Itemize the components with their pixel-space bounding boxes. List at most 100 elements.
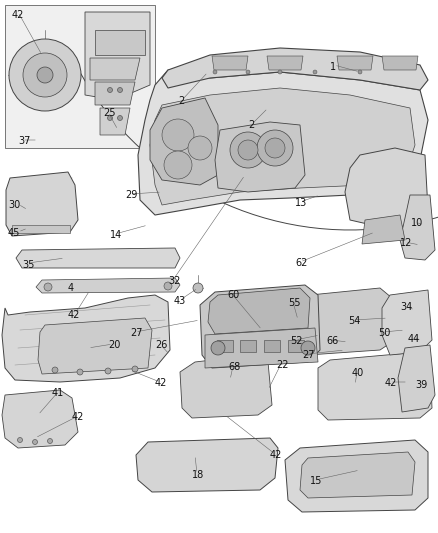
- Text: 42: 42: [12, 10, 25, 20]
- Polygon shape: [85, 12, 150, 100]
- Circle shape: [246, 70, 250, 74]
- Polygon shape: [205, 328, 318, 368]
- Circle shape: [47, 439, 53, 443]
- Polygon shape: [36, 278, 180, 293]
- Circle shape: [278, 70, 282, 74]
- Polygon shape: [362, 215, 405, 244]
- Circle shape: [52, 367, 58, 373]
- Polygon shape: [2, 295, 170, 382]
- Text: 43: 43: [174, 296, 186, 306]
- Text: 32: 32: [168, 276, 180, 286]
- Circle shape: [37, 67, 53, 83]
- Circle shape: [265, 138, 285, 158]
- Circle shape: [77, 369, 83, 375]
- Polygon shape: [150, 88, 415, 205]
- Text: 60: 60: [227, 290, 239, 300]
- Circle shape: [358, 70, 362, 74]
- Text: 34: 34: [400, 302, 412, 312]
- Polygon shape: [337, 56, 373, 70]
- Text: 29: 29: [125, 190, 138, 200]
- Polygon shape: [298, 288, 395, 355]
- Circle shape: [107, 116, 113, 120]
- Text: 42: 42: [385, 378, 397, 388]
- Text: 42: 42: [270, 450, 283, 460]
- Polygon shape: [100, 108, 130, 135]
- Polygon shape: [6, 172, 78, 236]
- Text: 14: 14: [110, 230, 122, 240]
- Circle shape: [132, 366, 138, 372]
- Text: 25: 25: [103, 108, 116, 118]
- Text: 30: 30: [8, 200, 20, 210]
- Polygon shape: [2, 390, 78, 448]
- Polygon shape: [138, 70, 428, 215]
- Text: 22: 22: [276, 360, 289, 370]
- Circle shape: [105, 368, 111, 374]
- Polygon shape: [162, 48, 428, 90]
- Circle shape: [9, 39, 81, 111]
- Polygon shape: [95, 30, 145, 55]
- Text: 40: 40: [352, 368, 364, 378]
- Text: 20: 20: [108, 340, 120, 350]
- Circle shape: [18, 438, 22, 442]
- Circle shape: [213, 70, 217, 74]
- Circle shape: [164, 151, 192, 179]
- Circle shape: [257, 130, 293, 166]
- Polygon shape: [285, 440, 428, 512]
- Bar: [217, 340, 233, 352]
- Text: 13: 13: [295, 198, 307, 208]
- Text: 62: 62: [295, 258, 307, 268]
- Text: 50: 50: [378, 328, 390, 338]
- Polygon shape: [95, 82, 135, 105]
- Polygon shape: [16, 248, 180, 268]
- Circle shape: [301, 341, 315, 355]
- Text: 45: 45: [8, 228, 21, 238]
- Polygon shape: [300, 452, 415, 498]
- Text: 15: 15: [310, 476, 322, 486]
- Circle shape: [211, 341, 225, 355]
- Text: 26: 26: [155, 340, 167, 350]
- Text: 42: 42: [68, 310, 81, 320]
- Circle shape: [44, 283, 52, 291]
- Polygon shape: [208, 288, 310, 334]
- Polygon shape: [215, 122, 305, 192]
- Circle shape: [193, 283, 203, 293]
- Bar: [12, 225, 70, 233]
- Circle shape: [32, 440, 38, 445]
- Text: 42: 42: [72, 412, 85, 422]
- Bar: [240, 340, 256, 352]
- Polygon shape: [5, 5, 155, 148]
- Text: 55: 55: [288, 298, 300, 308]
- Circle shape: [188, 136, 212, 160]
- Polygon shape: [212, 56, 248, 70]
- Circle shape: [162, 119, 194, 151]
- Text: 66: 66: [326, 336, 338, 346]
- Circle shape: [117, 87, 123, 93]
- Polygon shape: [318, 352, 432, 420]
- Text: 42: 42: [155, 378, 167, 388]
- Polygon shape: [400, 195, 435, 260]
- Circle shape: [313, 70, 317, 74]
- Circle shape: [164, 282, 172, 290]
- Circle shape: [107, 87, 113, 93]
- Text: 52: 52: [290, 336, 303, 346]
- Text: 37: 37: [18, 136, 30, 146]
- Text: 10: 10: [411, 218, 423, 228]
- Text: 2: 2: [178, 96, 184, 106]
- Polygon shape: [180, 355, 272, 418]
- Bar: [264, 340, 280, 352]
- Text: 44: 44: [408, 334, 420, 344]
- Circle shape: [230, 132, 266, 168]
- Text: 35: 35: [22, 260, 34, 270]
- Polygon shape: [200, 285, 320, 368]
- Text: 27: 27: [130, 328, 142, 338]
- Text: 12: 12: [400, 238, 412, 248]
- Circle shape: [238, 140, 258, 160]
- Text: 41: 41: [52, 388, 64, 398]
- Polygon shape: [267, 56, 303, 70]
- Polygon shape: [136, 438, 278, 492]
- Polygon shape: [382, 56, 418, 70]
- Circle shape: [117, 116, 123, 120]
- Text: 27: 27: [302, 350, 314, 360]
- Polygon shape: [382, 290, 432, 355]
- Text: 1: 1: [330, 62, 336, 72]
